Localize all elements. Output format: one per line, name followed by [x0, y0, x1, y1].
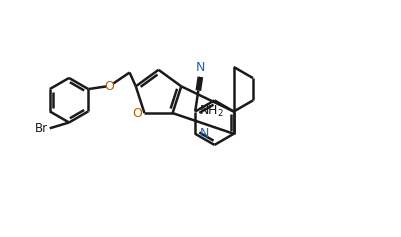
Text: O: O	[104, 79, 114, 92]
Text: NH$_2$: NH$_2$	[199, 104, 224, 119]
Text: N: N	[200, 127, 209, 140]
Text: Br: Br	[35, 122, 48, 135]
Text: O: O	[132, 107, 141, 120]
Text: N: N	[195, 61, 205, 74]
